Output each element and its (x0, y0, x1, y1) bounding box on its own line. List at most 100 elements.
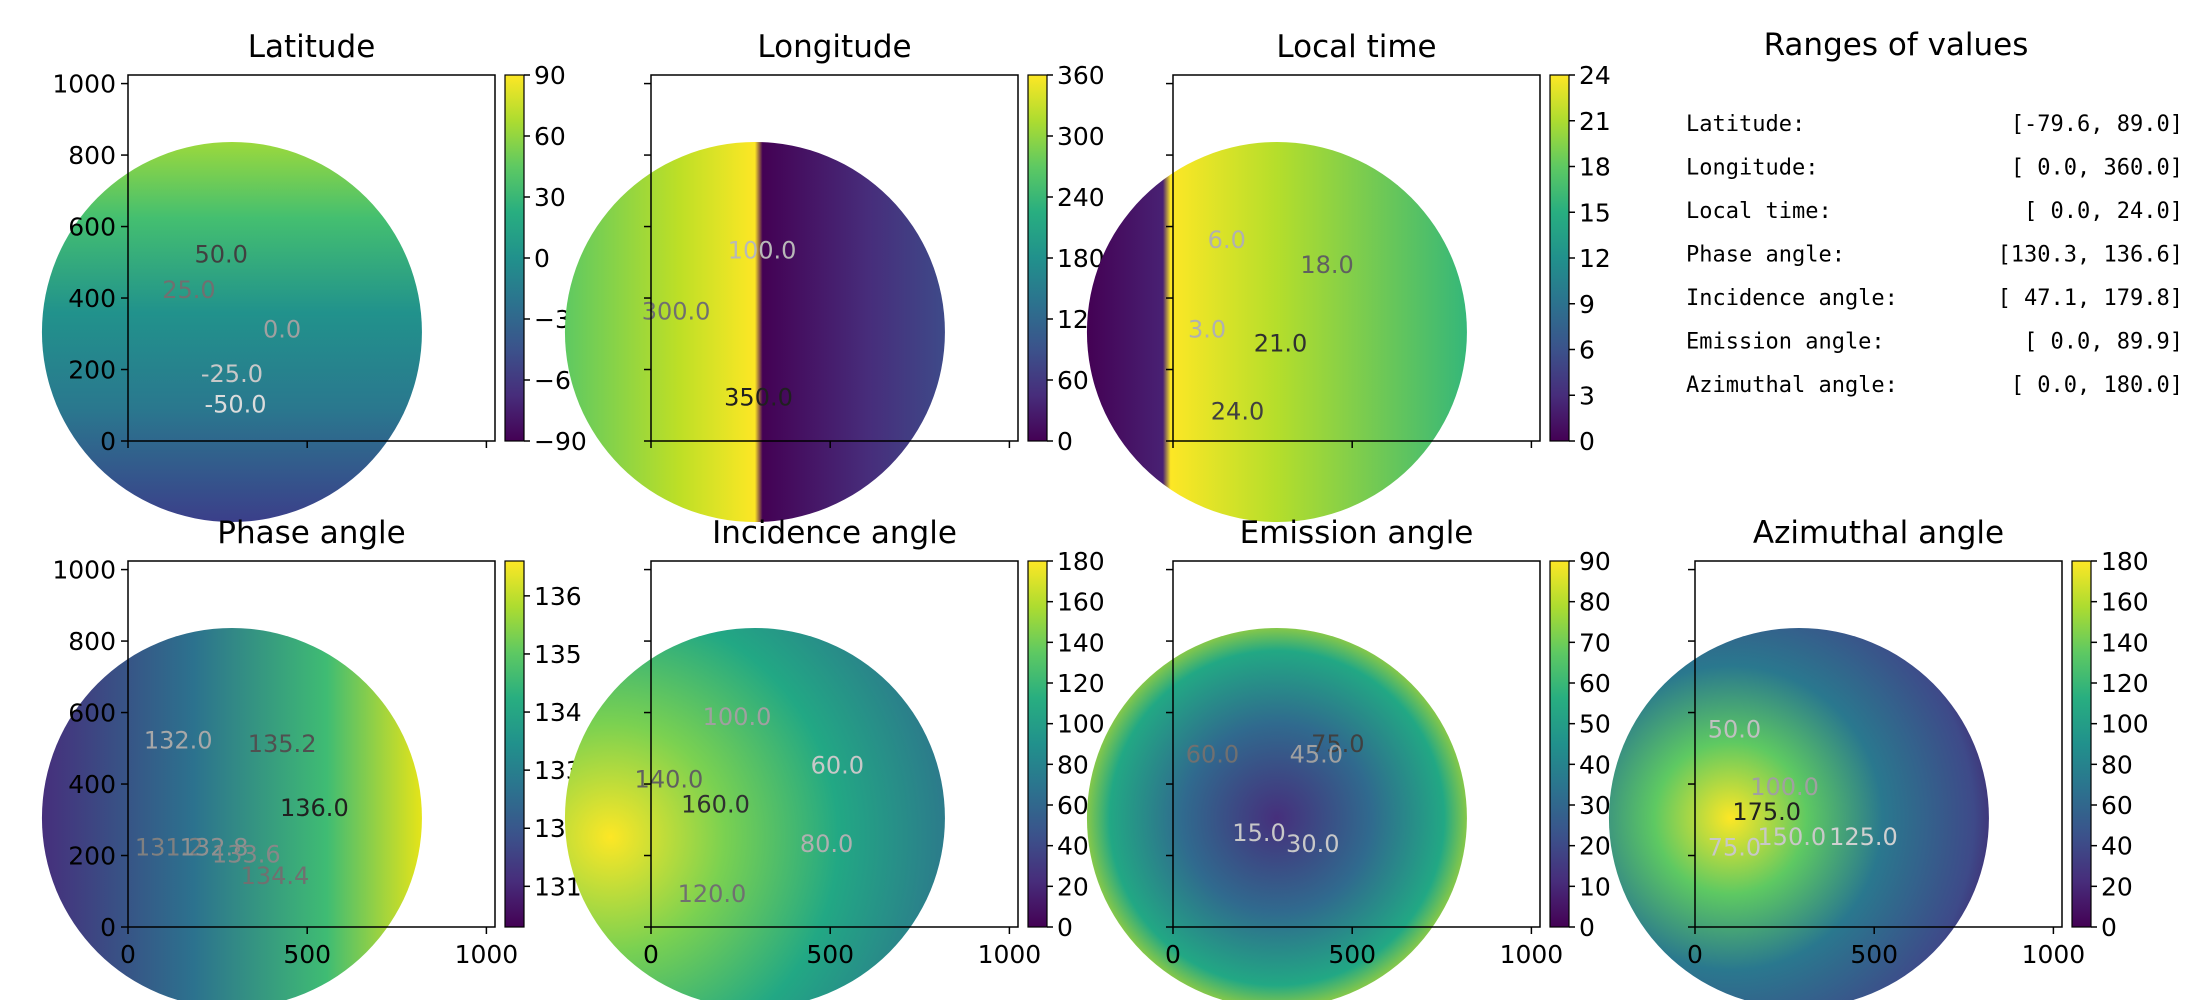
axes-frame (650, 560, 1019, 928)
colorbar-tick-label: 180 (1057, 244, 1105, 273)
y-tick-label: 600 (68, 213, 116, 242)
colorbar-tick-label: 0 (1057, 913, 1073, 942)
contour-label: 0.0 (263, 315, 301, 343)
colorbar-tick-label: 140 (1057, 628, 1105, 657)
contour-label: 60.0 (811, 751, 864, 779)
colorbar-tick-label: 100 (2101, 710, 2149, 739)
colorbar-tick-label: 120 (2101, 669, 2149, 698)
contour-label: 15.0 (1232, 819, 1285, 847)
panel-latitude: Latitude50.025.00.0-25.0-50.002004006008… (41, 29, 587, 522)
ranges-of-values-box: Ranges of values Latitude: [-79.6, 89.0] L… (1686, 27, 2183, 398)
axes-frame (1172, 74, 1541, 442)
colorbar (2071, 560, 2092, 928)
axes-frame (127, 74, 496, 442)
colorbar-tick-label: 140 (2101, 628, 2149, 657)
colorbar-tick-label: 160 (1057, 588, 1105, 617)
colorbar-tick-label: 180 (2101, 547, 2149, 576)
colorbar (1027, 560, 1048, 928)
x-tick-label: 0 (120, 940, 136, 969)
colorbar-tick-label: 160 (2101, 588, 2149, 617)
colorbar (504, 560, 525, 928)
panel-local-time: Local time 18.0 6.0 3.0 21.0 24.0 24 21 18 15 12 9 6… (1086, 29, 1611, 522)
colorbar-tick-label: 12 (1579, 244, 1611, 273)
range-label: Longitude: (1686, 156, 1818, 181)
colorbar-tick-label: 6 (1579, 336, 1595, 365)
colorbar-tick-label: 300 (1057, 122, 1105, 151)
panel-title: Local time (1276, 29, 1436, 65)
colorbar (1027, 74, 1048, 442)
contour-label: 75.0 (1708, 834, 1761, 862)
contour-label: 21.0 (1254, 330, 1307, 358)
image-disc (41, 628, 422, 1000)
contour-label: 120.0 (678, 880, 747, 908)
colorbar-tick-label: 20 (1579, 832, 1611, 861)
x-tick-label: 1000 (1500, 940, 1564, 969)
range-label: Emission angle: (1686, 330, 1885, 355)
axes-frame (1172, 560, 1541, 928)
panel-title: Longitude (757, 29, 911, 65)
y-tick-label: 400 (68, 770, 116, 799)
x-tick-label: 1000 (978, 940, 1042, 969)
image-disc (1086, 141, 1467, 522)
colorbar-tick-label: 9 (1579, 290, 1595, 319)
colorbar-tick-label: 136 (534, 582, 582, 611)
range-value: [130.3, 136.6] (1998, 243, 2183, 268)
contour-label: 136.0 (280, 794, 349, 822)
colorbar-tick-label: 131 (534, 872, 582, 901)
x-tick-label: 500 (283, 940, 331, 969)
contour-label: 50.0 (1708, 716, 1761, 744)
colorbar-tick-label: 0 (534, 244, 550, 273)
x-tick-label: 500 (806, 940, 854, 969)
ranges-title: Ranges of values (1764, 27, 2029, 63)
colorbar-tick-label: 40 (1057, 832, 1089, 861)
y-tick-label: 0 (100, 913, 116, 942)
range-value: [ 0.0, 24.0] (2024, 199, 2183, 224)
contour-label: 150.0 (1757, 823, 1826, 851)
contour-label: 131.2 (135, 834, 204, 862)
contour-label: 45.0 (1290, 741, 1343, 769)
y-tick-label: 200 (68, 842, 116, 871)
colorbar (1549, 74, 1570, 442)
colorbar-tick-label: 80 (2101, 750, 2133, 779)
axes-frame (650, 74, 1019, 442)
colorbar-tick-label: 0 (1057, 427, 1073, 456)
panel-phase-angle: Phase angle 132.0 135.2 136.0 131.2132.8133.… (41, 515, 582, 1000)
colorbar-tick-label: 0 (1579, 427, 1595, 456)
contour-label: 133.6 (212, 841, 281, 869)
colorbar-tick-label: 30 (534, 183, 566, 212)
colorbar-tick-label: 10 (1579, 872, 1611, 901)
colorbar-tick-label: 120 (1057, 669, 1105, 698)
contour-label: -50.0 (204, 390, 266, 418)
image-disc (41, 141, 422, 522)
x-tick-label: 0 (1687, 940, 1703, 969)
contour-label: -25.0 (201, 360, 263, 388)
y-tick-label: 1000 (52, 556, 116, 585)
colorbar-tick-label: 70 (1579, 628, 1611, 657)
colorbar-tick-label: 21 (1579, 107, 1611, 136)
range-label: Azimuthal angle: (1686, 373, 1898, 398)
panel-title: Azimuthal angle (1753, 515, 2004, 551)
contour-label: 18.0 (1300, 251, 1353, 279)
colorbar-tick-label: 60 (1579, 669, 1611, 698)
colorbar-tick-label: 240 (1057, 183, 1105, 212)
contour-label: 160.0 (681, 791, 750, 819)
contour-label: 25.0 (162, 276, 215, 304)
contour-label: 134.4 (241, 862, 310, 890)
range-label: Incidence angle: (1686, 286, 1898, 311)
x-tick-label: 500 (1850, 940, 1898, 969)
panel-title: Incidence angle (712, 515, 957, 551)
colorbar (1549, 560, 1570, 928)
colorbar-tick-label: 135 (534, 640, 582, 669)
panel-title: Phase angle (217, 515, 405, 551)
contour-label: 60.0 (1186, 741, 1239, 769)
image-disc (1608, 628, 1989, 1000)
image-disc (564, 628, 945, 1000)
contour-label: 100.0 (1750, 773, 1819, 801)
colorbar-tick-label: 20 (2101, 872, 2133, 901)
colorbar-tick-label: 80 (1579, 588, 1611, 617)
contour-label: 125.0 (1829, 823, 1898, 851)
colorbar-tick-label: 30 (1579, 791, 1611, 820)
contour-label: 100.0 (703, 703, 772, 731)
y-tick-label: 800 (68, 141, 116, 170)
